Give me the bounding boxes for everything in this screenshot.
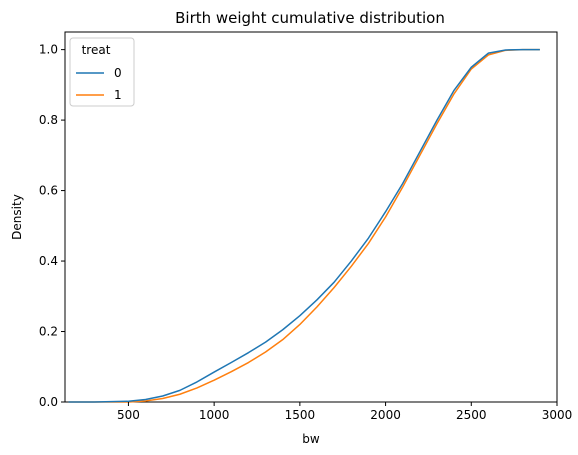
legend-box <box>69 37 135 107</box>
x-axis-label: bw <box>302 432 320 446</box>
chart-title: Birth weight cumulative distribution <box>175 9 445 27</box>
legend: treat 0 1 <box>69 37 135 107</box>
plot-area <box>64 31 558 403</box>
series-line-1 <box>68 48 540 403</box>
y-tick-label: 0.6 <box>39 184 58 198</box>
legend-label-0: 0 <box>114 66 122 80</box>
x-tick-label: 1500 <box>285 408 316 422</box>
x-axis: 500 1000 1500 2000 2500 3000 <box>117 402 572 422</box>
x-tick-label: 500 <box>117 408 140 422</box>
y-tick-label: 0.2 <box>39 325 58 339</box>
legend-title: treat <box>82 43 111 57</box>
y-tick-label: 1.0 <box>39 43 58 57</box>
series-layer <box>68 48 540 403</box>
legend-label-1: 1 <box>114 88 122 102</box>
x-tick-label: 3000 <box>542 408 573 422</box>
y-axis-label: Density <box>10 194 24 240</box>
y-tick-label: 0.8 <box>39 113 58 127</box>
y-axis: 0.0 0.2 0.4 0.6 0.8 1.0 <box>39 43 65 409</box>
x-tick-label: 2000 <box>370 408 401 422</box>
x-tick-label: 2500 <box>456 408 487 422</box>
plot-frame <box>64 31 558 403</box>
x-tick-label: 1000 <box>199 408 230 422</box>
y-tick-label: 0.4 <box>39 254 58 268</box>
series-line-0 <box>68 48 540 403</box>
y-tick-label: 0.0 <box>39 395 58 409</box>
